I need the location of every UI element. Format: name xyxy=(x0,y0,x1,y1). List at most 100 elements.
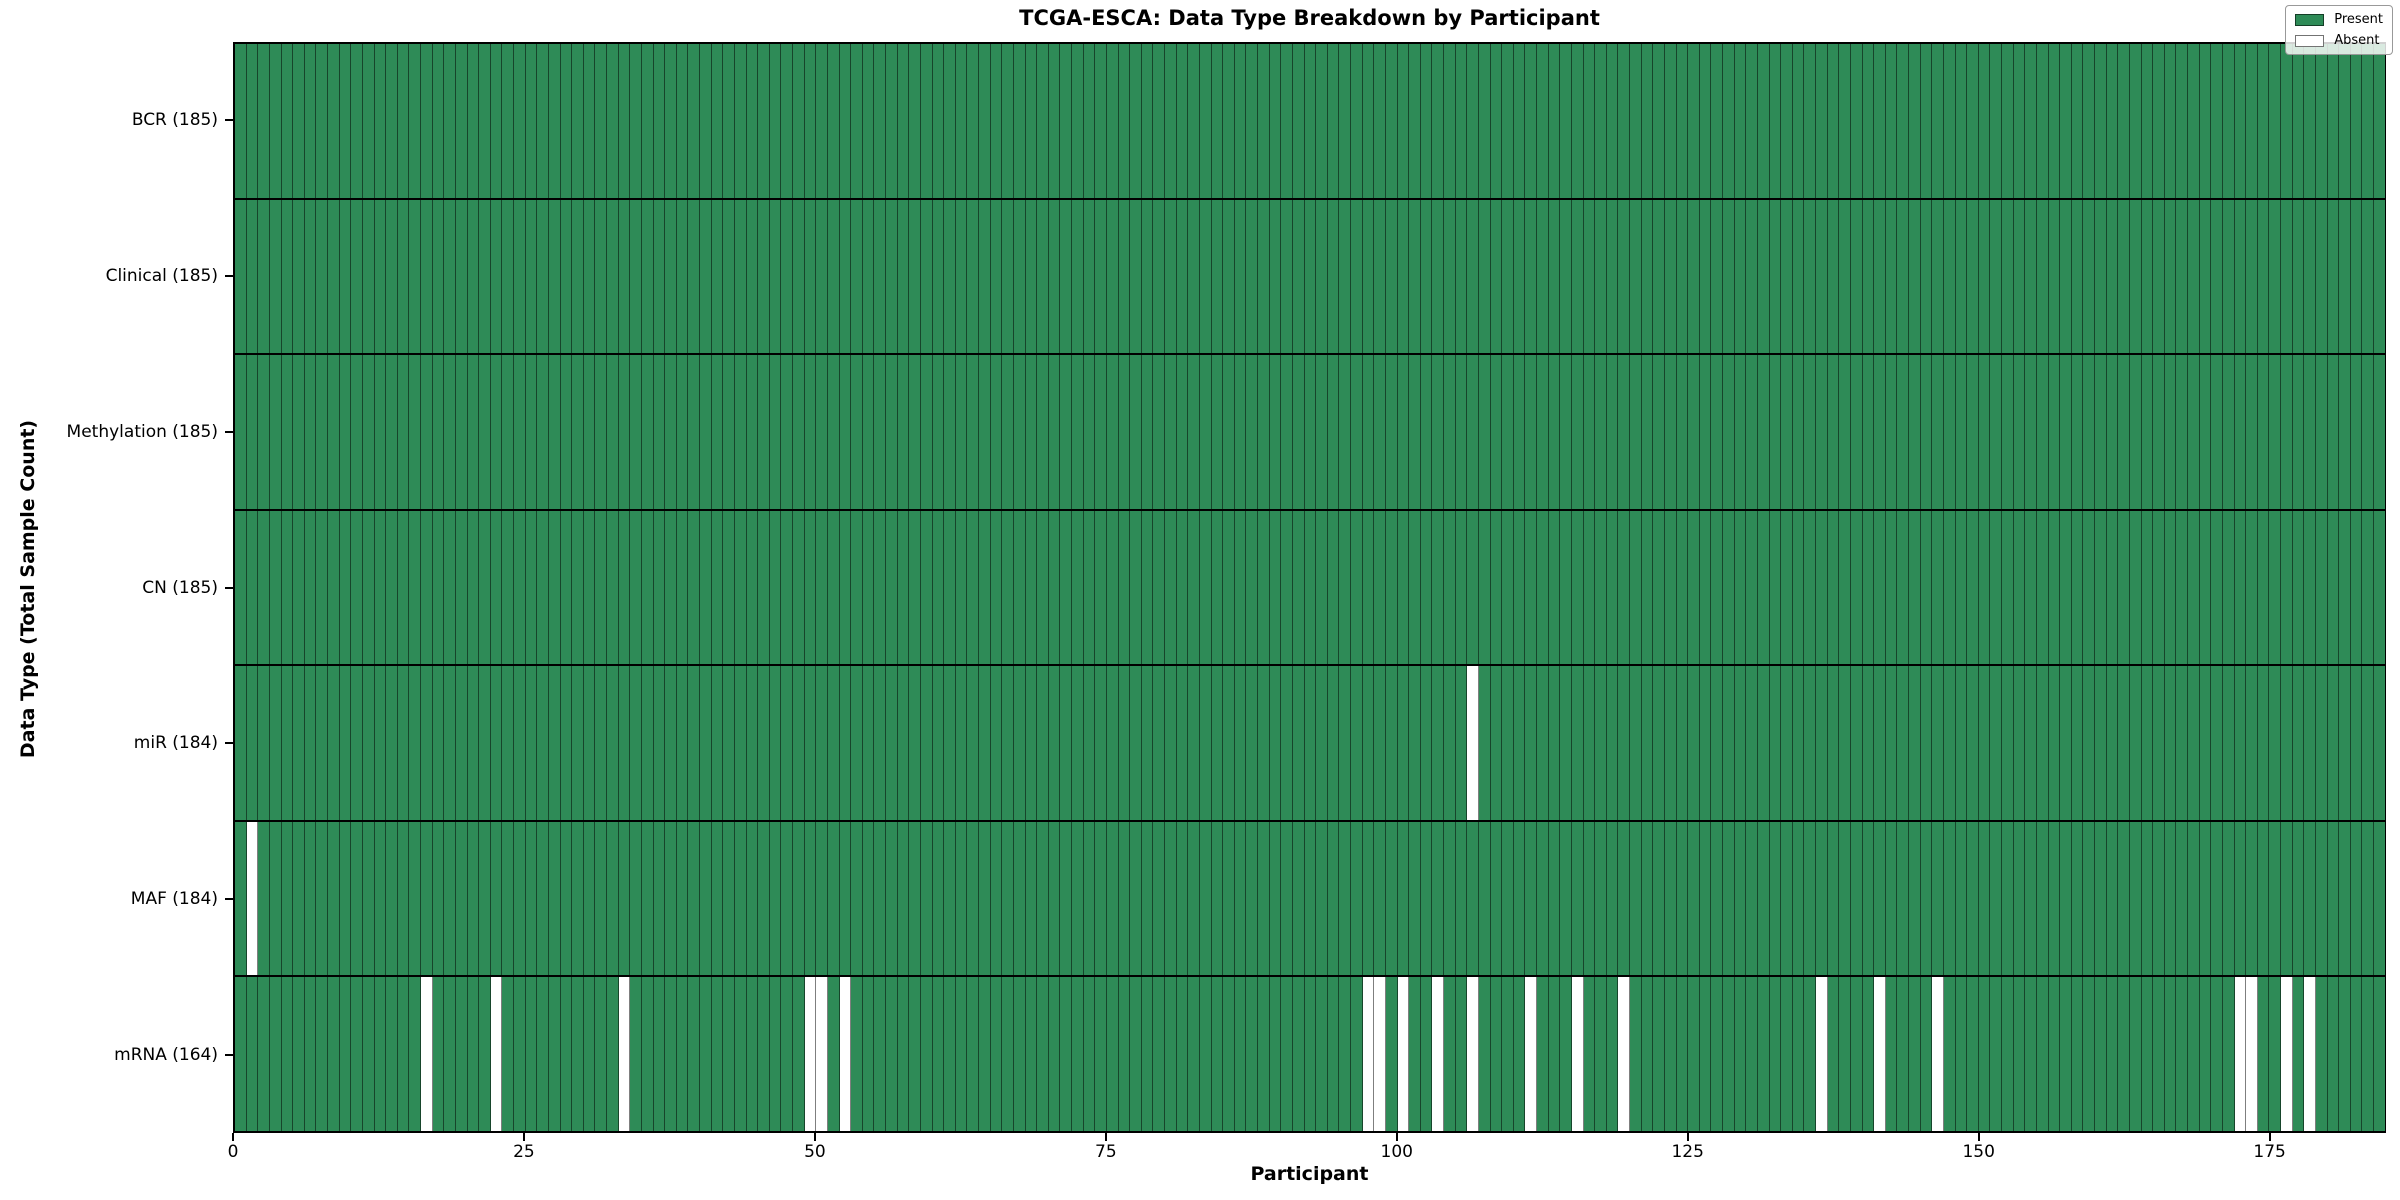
present-cell xyxy=(1920,199,1933,354)
present-cell xyxy=(2234,510,2247,665)
present-cell xyxy=(1757,821,1770,976)
present-cell xyxy=(1711,821,1723,976)
present-cell xyxy=(1397,44,1410,198)
present-cell xyxy=(1478,199,1491,354)
present-cell xyxy=(2071,199,2084,354)
present-cell xyxy=(1025,510,1038,665)
present-cell xyxy=(1676,666,1689,820)
present-cell xyxy=(2164,199,2177,354)
present-cell xyxy=(351,821,363,976)
absent-cell xyxy=(1374,977,1386,1132)
present-cell xyxy=(862,821,875,976)
present-cell xyxy=(362,44,375,198)
present-cell xyxy=(2257,821,2270,976)
present-cell xyxy=(1920,510,1933,665)
present-cell xyxy=(2304,510,2316,665)
present-cell xyxy=(711,666,724,820)
present-cell xyxy=(1025,666,1038,820)
present-cell xyxy=(1583,510,1596,665)
present-cell xyxy=(490,821,503,976)
present-cell xyxy=(1862,44,1875,198)
present-cell xyxy=(1467,44,1479,198)
present-cell xyxy=(397,666,410,820)
present-cell xyxy=(2060,510,2072,665)
present-cell xyxy=(316,44,328,198)
present-cell xyxy=(1165,199,1177,354)
present-cell xyxy=(2304,821,2316,976)
present-cell xyxy=(1478,44,1491,198)
present-cell xyxy=(1409,44,1421,198)
present-cell xyxy=(1490,666,1503,820)
present-cell xyxy=(1141,510,1154,665)
present-cell xyxy=(1432,355,1444,509)
present-cell xyxy=(1374,666,1386,820)
present-cell xyxy=(665,44,677,198)
absent-cell xyxy=(1362,977,1375,1132)
present-cell xyxy=(1990,666,2002,820)
present-cell xyxy=(2095,44,2107,198)
present-cell xyxy=(1909,355,1921,509)
present-cell xyxy=(1292,355,1305,509)
present-cell xyxy=(432,821,445,976)
x-tick-label: 25 xyxy=(513,1142,535,1162)
present-cell xyxy=(1699,355,1712,509)
present-cell xyxy=(2269,199,2281,354)
present-cell xyxy=(269,44,282,198)
present-cell xyxy=(1688,199,1700,354)
present-cell xyxy=(769,666,782,820)
present-cell xyxy=(1351,44,1363,198)
present-cell xyxy=(711,821,724,976)
present-cell xyxy=(1211,510,1224,665)
present-cell xyxy=(328,977,340,1132)
present-cell xyxy=(1606,821,1619,976)
present-cell xyxy=(1106,510,1119,665)
present-cell xyxy=(386,44,398,198)
present-cell xyxy=(1397,199,1410,354)
present-cell xyxy=(2118,821,2130,976)
present-cell xyxy=(2269,666,2281,820)
present-cell xyxy=(1118,355,1131,509)
present-cell xyxy=(897,44,910,198)
present-cell xyxy=(2211,666,2223,820)
present-cell xyxy=(1188,355,1200,509)
present-cell xyxy=(1013,355,1026,509)
present-cell xyxy=(1850,821,1863,976)
present-cell xyxy=(583,44,596,198)
present-cell xyxy=(1653,666,1665,820)
present-cell xyxy=(1013,510,1026,665)
present-cell xyxy=(781,821,793,976)
present-cell xyxy=(1118,510,1131,665)
present-cell xyxy=(1909,44,1921,198)
present-cell xyxy=(886,355,898,509)
present-cell xyxy=(2164,666,2177,820)
present-cell xyxy=(1002,510,1014,665)
present-cell xyxy=(607,199,619,354)
present-cell xyxy=(804,355,817,509)
present-cell xyxy=(1595,977,1607,1132)
present-cell xyxy=(944,44,956,198)
present-cell xyxy=(386,199,398,354)
present-cell xyxy=(374,510,387,665)
present-cell xyxy=(1013,821,1026,976)
present-cell xyxy=(1769,199,1782,354)
present-cell xyxy=(769,821,782,976)
present-cell xyxy=(397,821,410,976)
present-cell xyxy=(1513,199,1526,354)
present-cell xyxy=(1920,821,1933,976)
present-cell xyxy=(734,977,747,1132)
present-cell xyxy=(1885,44,1898,198)
present-cell xyxy=(2048,977,2061,1132)
present-cell xyxy=(304,199,317,354)
present-cell xyxy=(1118,44,1131,198)
present-cell xyxy=(595,666,607,820)
present-cell xyxy=(1560,355,1572,509)
present-cell xyxy=(1827,510,1840,665)
present-cell xyxy=(665,821,677,976)
present-cell xyxy=(1385,199,1398,354)
present-cell xyxy=(2153,977,2165,1132)
present-cell xyxy=(374,44,387,198)
present-cell xyxy=(1932,44,1944,198)
present-cell xyxy=(444,666,456,820)
present-cell xyxy=(1304,199,1317,354)
present-cell xyxy=(2315,199,2328,354)
